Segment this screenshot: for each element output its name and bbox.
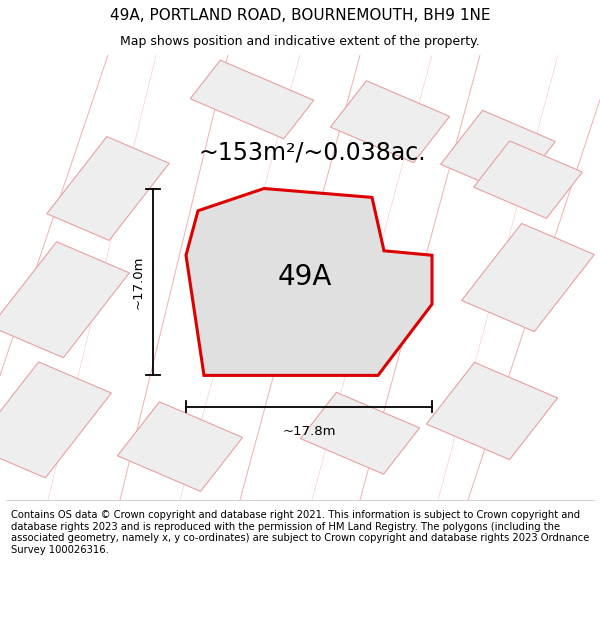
Polygon shape [0,362,112,478]
Polygon shape [427,362,557,459]
Text: Contains OS data © Crown copyright and database right 2021. This information is : Contains OS data © Crown copyright and d… [11,510,589,555]
Polygon shape [118,402,242,491]
Text: ~153m²/~0.038ac.: ~153m²/~0.038ac. [198,141,426,165]
Text: Map shows position and indicative extent of the property.: Map shows position and indicative extent… [120,35,480,48]
Polygon shape [186,189,432,376]
Polygon shape [473,141,583,218]
Polygon shape [190,60,314,139]
Polygon shape [301,392,419,474]
Text: 49A: 49A [277,263,332,291]
Text: 49A, PORTLAND ROAD, BOURNEMOUTH, BH9 1NE: 49A, PORTLAND ROAD, BOURNEMOUTH, BH9 1NE [110,8,490,23]
Polygon shape [461,223,595,332]
Polygon shape [440,111,556,196]
Polygon shape [0,242,130,357]
Text: ~17.8m: ~17.8m [282,424,336,438]
Polygon shape [47,137,169,241]
Text: ~17.0m: ~17.0m [131,255,145,309]
Polygon shape [331,81,449,162]
